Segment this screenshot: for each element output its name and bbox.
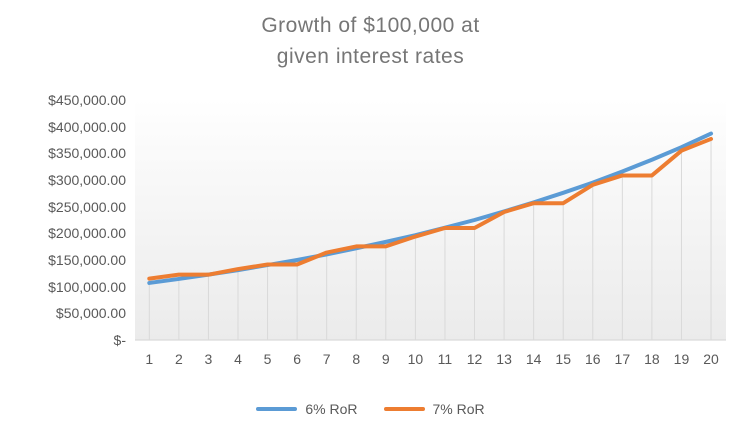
x-axis-label: 18 bbox=[644, 351, 660, 367]
x-axis-label: 4 bbox=[234, 351, 242, 367]
legend-label: 6% RoR bbox=[305, 401, 358, 417]
legend-item-6pct-ror: 6% RoR bbox=[256, 401, 358, 417]
y-axis-label: $- bbox=[113, 332, 126, 348]
legend-item-7pct-ror: 7% RoR bbox=[383, 401, 485, 417]
x-axis-label: 11 bbox=[437, 351, 453, 367]
chart-title-line2: given interest rates bbox=[276, 45, 465, 68]
legend-line-swatch-blue bbox=[256, 407, 298, 411]
x-axis-label: 15 bbox=[555, 351, 571, 367]
y-axis-label: $350,000.00 bbox=[48, 145, 126, 162]
y-axis-label: $450,000.00 bbox=[48, 92, 126, 108]
x-axis-label: 7 bbox=[322, 351, 331, 367]
plot-area bbox=[135, 100, 726, 340]
y-axis-label: $250,000.00 bbox=[48, 198, 126, 215]
x-axis-label: 12 bbox=[466, 351, 483, 367]
y-axis-label: $200,000.00 bbox=[48, 225, 126, 242]
series-line-7pct-ror bbox=[147, 136, 714, 281]
legend-line-swatch-orange bbox=[383, 407, 425, 411]
series-lines bbox=[147, 131, 714, 285]
y-axis-label: $400,000.00 bbox=[48, 118, 126, 135]
chart-legend: 6% RoR 7% RoR bbox=[0, 401, 741, 417]
x-axis-label: 16 bbox=[584, 351, 601, 367]
drop-lines bbox=[148, 138, 712, 340]
x-axis-label: 14 bbox=[525, 351, 542, 367]
y-axis-label: $300,000.00 bbox=[48, 172, 126, 188]
x-axis-label: 17 bbox=[614, 351, 631, 367]
chart-title: Growth of $100,000 at given interest rat… bbox=[0, 10, 741, 72]
x-axis-label: 10 bbox=[407, 351, 424, 367]
x-axis-label: 8 bbox=[352, 351, 361, 367]
x-axis-label: 9 bbox=[381, 351, 390, 367]
y-axis-label: $150,000.00 bbox=[48, 252, 126, 268]
y-axis-label: $100,000.00 bbox=[48, 278, 126, 295]
y-axis-label: $50,000.00 bbox=[55, 305, 126, 322]
x-axis-label: 5 bbox=[263, 351, 272, 367]
x-axis-label: 13 bbox=[496, 351, 512, 367]
chart-title-line1: Growth of $100,000 at bbox=[261, 14, 480, 37]
x-axis-label: 2 bbox=[174, 351, 183, 367]
x-axis-label: 1 bbox=[145, 351, 154, 367]
x-axis-label: 19 bbox=[673, 351, 690, 367]
x-axis-label: 3 bbox=[204, 351, 213, 367]
legend-label: 7% RoR bbox=[432, 401, 485, 417]
x-axis-label: 20 bbox=[703, 351, 719, 367]
x-axis-label: 6 bbox=[293, 351, 302, 367]
